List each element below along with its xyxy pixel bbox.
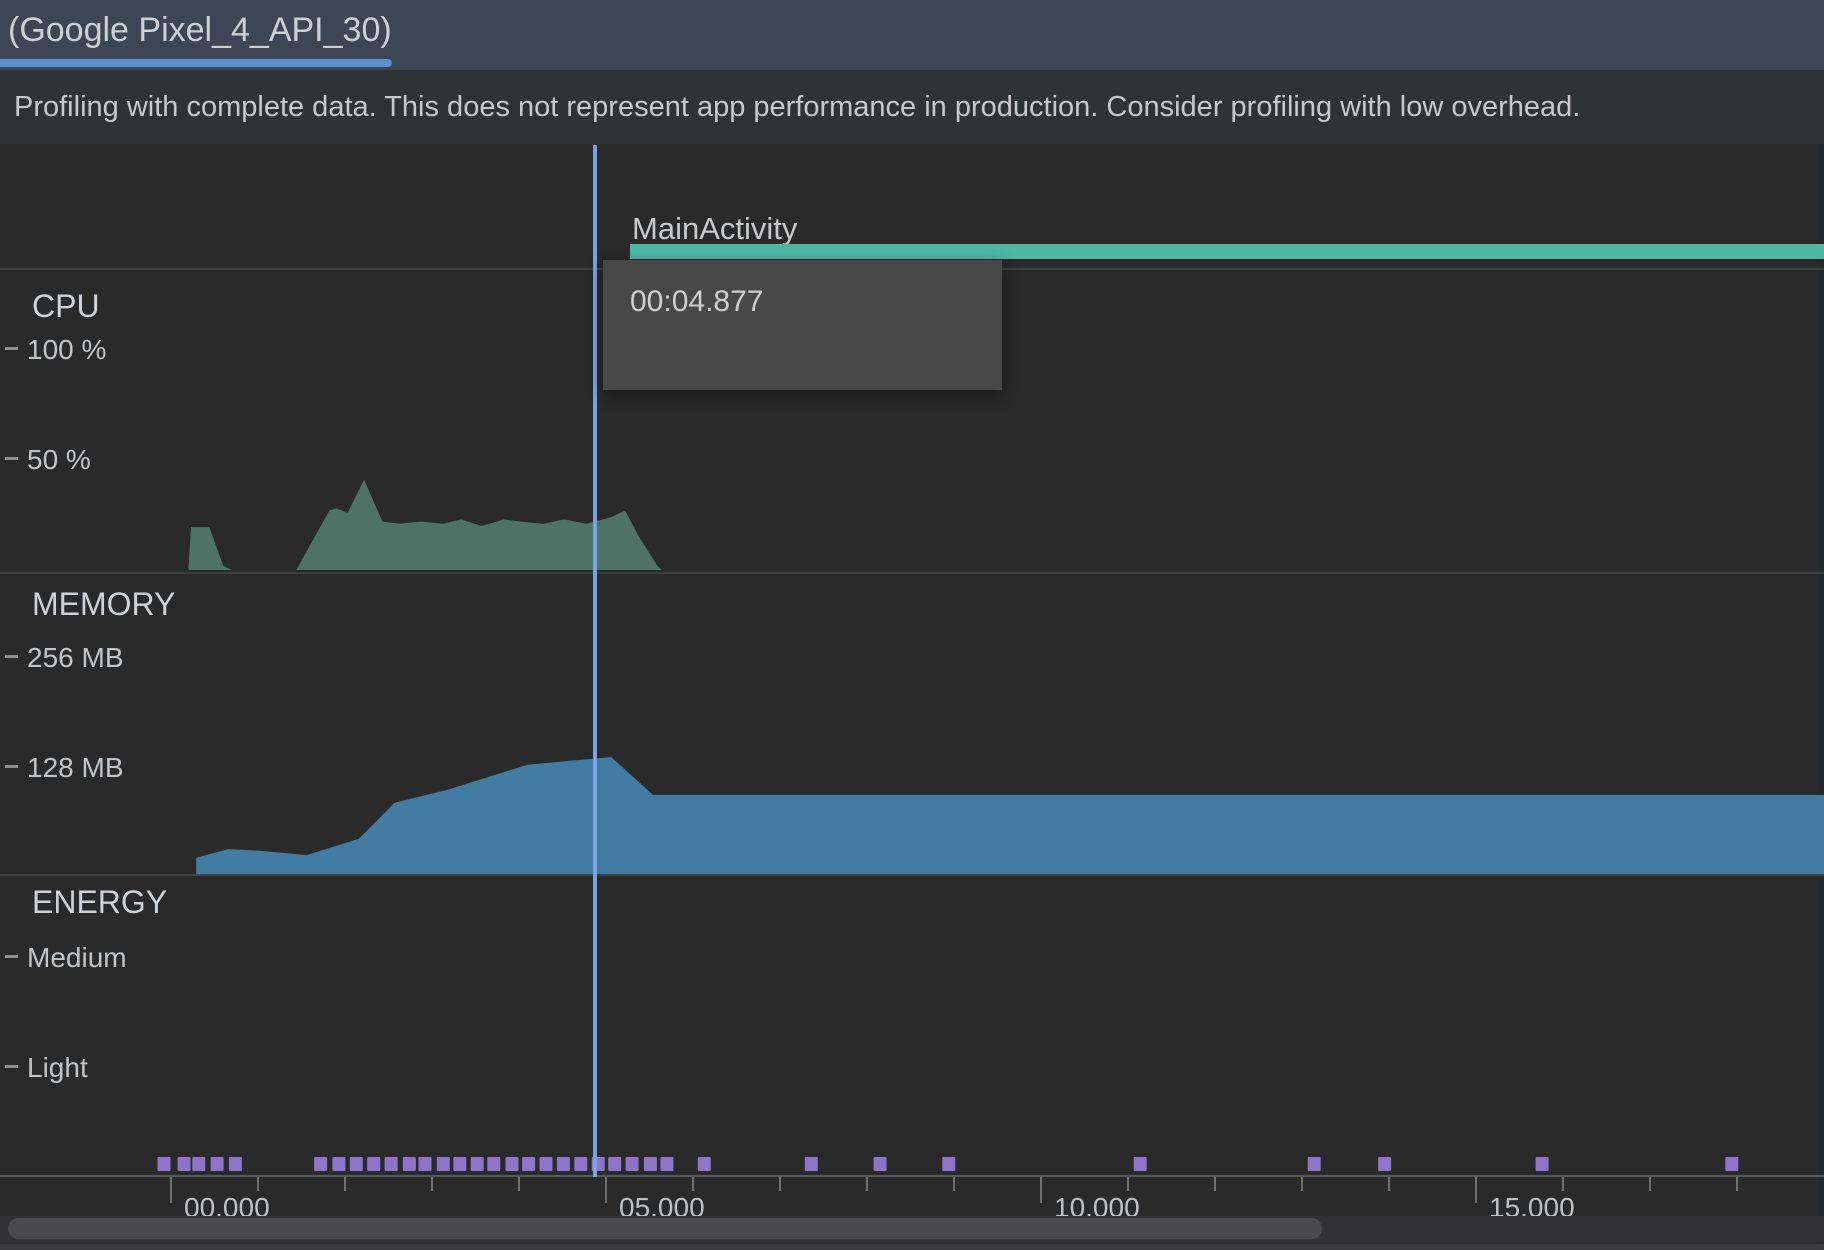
event-marker[interactable] xyxy=(332,1157,346,1171)
event-marker[interactable] xyxy=(453,1157,467,1171)
time-axis-line xyxy=(0,1175,1824,1177)
event-marker[interactable] xyxy=(192,1157,206,1171)
event-marker[interactable] xyxy=(487,1157,501,1171)
cpu-usage-area[interactable] xyxy=(188,479,662,570)
tooltip-timestamp: 00:04.877 xyxy=(630,285,764,318)
time-tooltip: 00:04.877 xyxy=(603,260,1002,390)
memory-128-tick xyxy=(5,765,18,768)
event-marker[interactable] xyxy=(367,1157,381,1171)
energy-medium-label: Medium xyxy=(27,942,127,973)
cpu-50-tick xyxy=(5,457,18,460)
profiling-warning-text: Profiling with complete data. This does … xyxy=(14,91,1581,123)
event-marker[interactable] xyxy=(384,1157,398,1171)
right-edge-gutter xyxy=(1817,62,1824,1250)
cpu-100-tick xyxy=(5,347,18,350)
event-marker[interactable] xyxy=(210,1157,224,1171)
memory-256-label: 256 MB xyxy=(27,642,124,673)
event-marker[interactable] xyxy=(804,1157,818,1171)
profiling-warning-banner: Profiling with complete data. This does … xyxy=(0,70,1824,144)
event-marker[interactable] xyxy=(697,1157,711,1171)
event-marker[interactable] xyxy=(402,1157,416,1171)
tab-bar: (Google Pixel_4_API_30) xyxy=(0,0,1824,70)
event-marker[interactable] xyxy=(942,1157,956,1171)
cpu-100-label: 100 % xyxy=(27,334,107,365)
event-marker[interactable] xyxy=(574,1157,588,1171)
event-marker[interactable] xyxy=(177,1157,191,1171)
event-marker[interactable] xyxy=(470,1157,484,1171)
memory-section-divider xyxy=(0,572,1824,574)
cpu-section-title[interactable]: CPU xyxy=(32,288,100,324)
event-marker[interactable] xyxy=(157,1157,171,1171)
energy-section-divider xyxy=(0,874,1824,876)
horizontal-scrollbar-thumb[interactable] xyxy=(8,1218,1322,1239)
event-marker[interactable] xyxy=(1725,1157,1739,1171)
event-marker[interactable] xyxy=(436,1157,450,1171)
event-marker[interactable] xyxy=(314,1157,328,1171)
horizontal-scrollbar-track[interactable] xyxy=(0,1216,1824,1242)
session-tab[interactable]: (Google Pixel_4_API_30) xyxy=(8,11,392,49)
bottom-panel-edge xyxy=(0,1244,1824,1250)
event-marker[interactable] xyxy=(522,1157,536,1171)
memory-128-label: 128 MB xyxy=(27,752,124,783)
event-marker[interactable] xyxy=(349,1157,363,1171)
event-marker[interactable] xyxy=(1307,1157,1321,1171)
tab-active-underline xyxy=(0,59,392,67)
event-marker[interactable] xyxy=(1378,1157,1392,1171)
event-marker[interactable] xyxy=(643,1157,657,1171)
event-marker[interactable] xyxy=(608,1157,622,1171)
event-marker[interactable] xyxy=(556,1157,570,1171)
activity-name-label: MainActivity xyxy=(632,211,798,246)
energy-light-label: Light xyxy=(27,1052,88,1083)
event-marker[interactable] xyxy=(228,1157,242,1171)
cpu-50-label: 50 % xyxy=(27,444,91,475)
event-marker[interactable] xyxy=(505,1157,519,1171)
activity-lifecycle-bar[interactable] xyxy=(630,244,1824,259)
energy-light-tick xyxy=(5,1065,18,1068)
event-marker[interactable] xyxy=(539,1157,553,1171)
energy-section-title[interactable]: ENERGY xyxy=(32,884,168,920)
event-marker[interactable] xyxy=(1535,1157,1549,1171)
event-marker[interactable] xyxy=(625,1157,639,1171)
event-marker[interactable] xyxy=(418,1157,432,1171)
event-marker[interactable] xyxy=(660,1157,674,1171)
memory-section-title[interactable]: MEMORY xyxy=(32,586,176,622)
energy-medium-tick xyxy=(5,955,18,958)
playhead-line[interactable] xyxy=(593,145,597,1177)
event-marker[interactable] xyxy=(873,1157,887,1171)
memory-usage-area[interactable] xyxy=(196,757,1824,874)
event-marker[interactable] xyxy=(1133,1157,1147,1171)
memory-256-tick xyxy=(5,655,18,658)
